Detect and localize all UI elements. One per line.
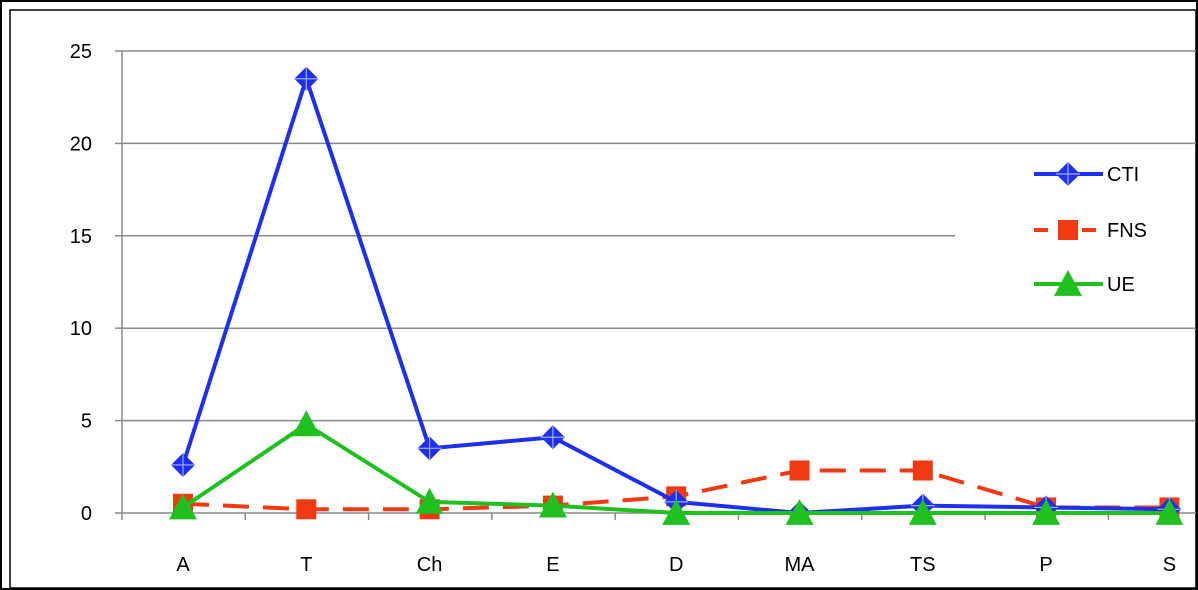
data-point xyxy=(169,493,197,520)
y-tick-label: 15 xyxy=(70,226,92,248)
legend: CTI FNS UE xyxy=(1034,162,1147,296)
y-tick-label: 20 xyxy=(70,133,92,155)
legend-marker xyxy=(1058,220,1078,240)
chart-border-inner xyxy=(9,9,1197,589)
y-tick-label: 25 xyxy=(70,41,92,63)
series-ue xyxy=(169,410,1184,525)
data-point xyxy=(662,499,691,525)
series-lines xyxy=(169,66,1184,525)
x-tick-label: TS xyxy=(910,554,936,576)
data-point xyxy=(540,425,565,450)
data-point xyxy=(912,460,933,481)
x-tick-label: S xyxy=(1163,554,1176,576)
data-point xyxy=(171,452,195,477)
data-point xyxy=(908,499,937,525)
x-tick-label: MA xyxy=(785,554,816,576)
legend-label: UE xyxy=(1107,274,1135,296)
x-tick-label: D xyxy=(669,554,683,576)
data-point xyxy=(1155,499,1184,525)
data-point xyxy=(292,410,321,437)
legend-marker xyxy=(1056,162,1080,186)
data-point xyxy=(417,436,442,461)
legend-marker xyxy=(1054,270,1082,296)
y-tick-label: 5 xyxy=(81,411,92,433)
y-tick-label: 10 xyxy=(70,318,92,340)
data-point xyxy=(538,491,567,518)
legend-label: CTI xyxy=(1107,164,1139,186)
legend-item-fns: FNS xyxy=(1034,220,1147,242)
data-point xyxy=(296,499,317,520)
legend-item-cti: CTI xyxy=(1034,162,1139,186)
data-point xyxy=(785,499,814,525)
data-point xyxy=(294,66,319,91)
x-tick-label: T xyxy=(300,554,312,576)
data-point xyxy=(415,487,444,514)
x-tick-label: A xyxy=(176,554,190,576)
x-tick-label: P xyxy=(1039,554,1052,576)
data-point xyxy=(789,460,810,481)
x-tick-label: E xyxy=(546,554,559,576)
legend-item-ue: UE xyxy=(1034,270,1135,296)
data-point xyxy=(1032,499,1061,525)
y-tick-label: 0 xyxy=(81,503,92,525)
legend-label: FNS xyxy=(1107,220,1147,242)
x-tick-label: Ch xyxy=(417,554,443,576)
